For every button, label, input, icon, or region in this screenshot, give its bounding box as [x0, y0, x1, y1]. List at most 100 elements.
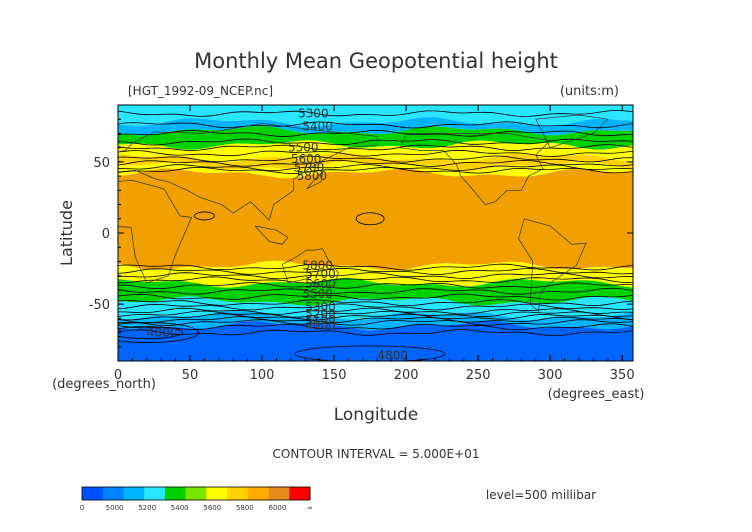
contour-closed — [118, 322, 200, 343]
contour-line — [118, 313, 633, 321]
contour-label: 5500 — [302, 287, 333, 301]
contour-label: 4900 — [305, 318, 336, 332]
color-band — [118, 161, 633, 179]
y-tick-label: -50 — [89, 298, 110, 313]
units-label: (units:m) — [560, 84, 619, 99]
contour-line — [118, 159, 633, 167]
contour-line — [118, 164, 633, 171]
color-band — [118, 310, 633, 331]
x-tick-label: 250 — [466, 368, 491, 383]
contour-label: 5600 — [305, 277, 336, 291]
coastline — [518, 218, 587, 312]
contour-label: 5300 — [298, 107, 329, 121]
y-tick-label: 0 — [102, 227, 110, 242]
contour-label: 5700 — [294, 161, 325, 175]
chart-title: Monthly Mean Geopotential height — [194, 49, 558, 73]
color-band — [118, 278, 633, 306]
colorbar-tick-label: 6000 — [269, 504, 287, 512]
contour-closed — [355, 212, 385, 226]
contour-label: 5200 — [305, 307, 336, 321]
colorbar-swatch — [82, 487, 104, 500]
contour-line — [118, 293, 633, 301]
contour-line — [118, 121, 633, 129]
coastline — [281, 248, 339, 288]
contour-line — [118, 129, 633, 138]
colorbar-tick-label: 5000 — [106, 504, 124, 512]
coastline — [118, 180, 193, 284]
contour-line — [118, 166, 633, 174]
x-unit-label: (degrees_east) — [548, 387, 645, 402]
contour-line — [118, 272, 633, 280]
colorbar-swatch — [102, 487, 124, 500]
contour-line — [118, 267, 633, 275]
colorbar-swatch — [164, 487, 187, 500]
x-tick-label: 0 — [114, 368, 122, 383]
colorbar-tick-label: 5400 — [171, 504, 189, 512]
contour-label: 5500 — [288, 141, 319, 155]
x-axis-label: Longitude — [334, 405, 419, 425]
y-unit-label: (degrees_north) — [52, 377, 156, 392]
contour-line — [118, 144, 633, 152]
colorbar-tick-label: ∞ — [307, 504, 313, 512]
contour-closed — [294, 345, 446, 361]
x-tick-label: 350 — [610, 368, 635, 383]
contour-line — [118, 109, 633, 117]
colorbar-swatch — [206, 487, 228, 500]
contour-line — [118, 307, 633, 315]
contour-line — [118, 155, 633, 163]
contour-closed — [194, 211, 215, 221]
contour-label: 5400 — [302, 119, 333, 133]
colorbar: 0 5000 5200 5400 5600 5800 6000 ∞ — [80, 486, 313, 512]
color-band — [118, 117, 633, 136]
color-band — [118, 320, 633, 361]
coastline — [399, 133, 551, 205]
y-axis-label: Latitude — [57, 200, 76, 266]
contour-line — [118, 303, 633, 311]
contour-label: 5800 — [302, 259, 333, 273]
contour-line — [118, 287, 633, 295]
color-band — [118, 140, 633, 163]
colorbar-tick-label: 5800 — [236, 504, 254, 512]
color-band — [118, 168, 633, 271]
contour-line — [118, 316, 633, 324]
colorbar-tick-label: 0 — [80, 504, 84, 512]
contour-line — [118, 299, 633, 307]
colorbar-swatch — [185, 487, 207, 500]
contour-label: 4800 — [147, 326, 178, 340]
color-band — [118, 105, 633, 127]
contour-label: 5700 — [305, 267, 336, 281]
contour-label: 4800 — [377, 348, 408, 362]
colorbar-swatch — [227, 487, 249, 500]
level-label: level=500 millibar — [486, 488, 596, 502]
contour-line — [118, 276, 633, 284]
colorbar-swatch — [289, 487, 311, 500]
coastline — [535, 114, 609, 149]
colorbar-tick-label: 5600 — [203, 504, 221, 512]
colorbar-swatch — [144, 487, 166, 500]
contour-label: 5800 — [297, 169, 328, 183]
contour-line — [118, 282, 633, 290]
source-file-label: [HGT_1992-09_NCEP.nc] — [128, 84, 273, 98]
colorbar-tick-label: 5200 — [138, 504, 156, 512]
colorbar-frame — [81, 486, 311, 501]
contour-line — [118, 310, 633, 318]
x-tick-label: 150 — [322, 368, 347, 383]
colorbar-swatch — [247, 487, 270, 500]
contour-label: 5300 — [305, 300, 336, 314]
colorbar-swatch — [268, 487, 290, 500]
coastline — [254, 225, 289, 245]
coastline — [118, 123, 378, 221]
coastline — [306, 170, 324, 190]
y-tick-label: 50 — [93, 156, 110, 171]
contour-line — [118, 263, 633, 271]
colorbar-swatch — [123, 487, 145, 500]
x-tick-label: 200 — [394, 368, 419, 383]
contour-line — [118, 149, 633, 157]
contour-line — [118, 319, 633, 327]
contour-interval-label: CONTOUR INTERVAL = 5.000E+01 — [273, 447, 480, 461]
color-band — [118, 260, 633, 288]
x-tick-label: 300 — [538, 368, 563, 383]
contour-line — [118, 323, 633, 331]
contour-label: 5600 — [291, 152, 322, 166]
